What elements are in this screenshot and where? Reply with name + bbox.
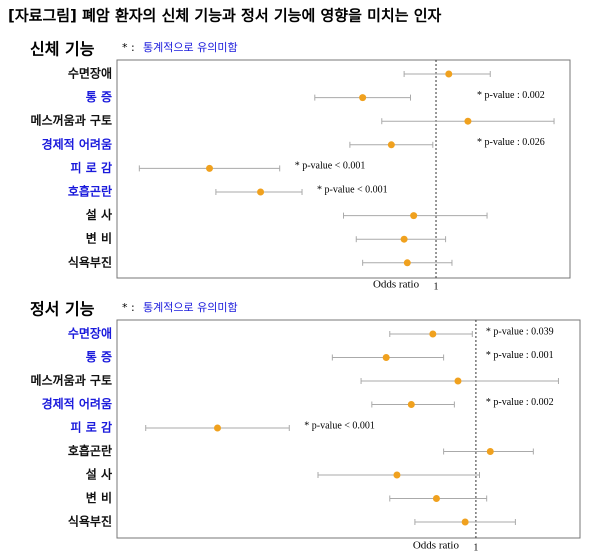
plot-frame [116,319,581,539]
category-label: 변 비 [86,231,112,246]
point [206,164,214,172]
annotation: * p-value : 0.026 [477,137,545,148]
category-label: 통 증 [86,89,112,104]
category-label: 경제적 어려움 [42,396,112,411]
point [445,70,453,78]
x-tick-label: 1 [434,281,439,292]
annotation: * p-value : 0.001 [486,350,554,361]
category-label: 메스꺼움과 구토 [31,113,112,128]
category-label: 경제적 어려움 [42,136,112,151]
point [400,235,408,243]
point [403,259,411,267]
point [359,94,367,102]
point [213,424,221,432]
category-label: 식욕부진 [68,254,112,269]
annotation: * p-value < 0.001 [317,184,388,195]
category-label: 호흡곤란 [68,184,112,199]
point [407,401,415,408]
category-label: 메스꺼움과 구토 [31,373,112,388]
category-label: 통 증 [86,349,112,364]
annotation: * p-value : 0.002 [486,397,554,408]
category-label: 설 사 [86,467,112,482]
note-marker: * : [122,41,135,54]
point [257,188,265,196]
point [432,495,440,502]
point [461,518,469,526]
note-marker: * : [122,301,135,314]
x-axis-label: Odds ratio [373,279,420,291]
point [464,117,472,125]
chart-title: 정서 기능 [30,300,95,319]
category-label: 수면장애 [68,326,112,341]
plot-frame [116,59,571,279]
category-label: 수면장애 [68,66,112,81]
point [393,471,401,479]
point [410,212,418,220]
x-tick-label: 1 [473,542,478,553]
category-label: 피 로 감 [71,420,112,435]
annotation: * p-value < 0.001 [295,161,366,172]
note: 통계적으로 유의미함 [143,301,238,314]
annotation: * p-value : 0.002 [477,90,545,101]
page-title: [자료그림] 폐암 환자의 신체 기능과 정서 기능에 영향을 미치는 인자 [8,7,442,25]
point [382,354,390,361]
chart-title: 신체 기능 [30,40,95,59]
point [387,141,395,149]
category-label: 설 사 [86,207,112,222]
category-label: 식욕부진 [68,514,112,529]
annotation: * p-value : 0.039 [486,326,554,337]
point [429,330,437,338]
x-axis-label: Odds ratio [413,540,460,552]
category-label: 피 로 감 [71,160,112,175]
note: 통계적으로 유의미함 [143,41,238,54]
category-label: 호흡곤란 [68,443,112,458]
point [454,377,462,385]
category-label: 변 비 [86,490,112,505]
annotation: * p-value < 0.001 [304,420,375,431]
point [486,448,494,455]
